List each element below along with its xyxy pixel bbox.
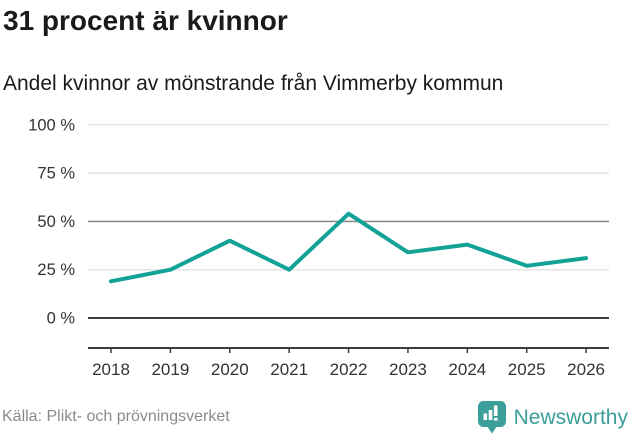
y-tick-label-0: 0 % <box>47 310 76 328</box>
x-tick-label-2023: 2023 <box>389 360 427 379</box>
x-tick-label-2026: 2026 <box>567 360 605 379</box>
x-tick-label-2019: 2019 <box>151 360 189 379</box>
newsworthy-logo: Newsworthy <box>477 400 628 435</box>
newsworthy-bar-chart-icon <box>477 401 506 434</box>
newsworthy-wordmark: Newsworthy <box>513 405 628 429</box>
x-tick-label-2024: 2024 <box>448 360 486 379</box>
source-attribution: Källa: Plikt- och prövningsverket <box>2 408 230 425</box>
chart-subtitle: Andel kvinnor av mönstrande från Vimmerb… <box>3 72 504 95</box>
x-tick-label-2020: 2020 <box>211 360 249 379</box>
chart-title: 31 procent är kvinnor <box>3 5 288 36</box>
x-tick-label-2025: 2025 <box>508 360 546 379</box>
data-series-line <box>109 211 589 284</box>
y-tick-label-100: 100 % <box>28 116 75 134</box>
x-tick-label-2022: 2022 <box>330 360 368 379</box>
y-tick-label-50: 50 % <box>37 213 75 231</box>
line-chart: 0 % 25 % 50 % 75 % 100 % 2018 2019 2020 2021 2022… <box>28 116 609 379</box>
y-tick-label-75: 75 % <box>37 165 75 183</box>
x-tick-label-2018: 2018 <box>92 360 130 379</box>
x-tick-label-2021: 2021 <box>270 360 308 379</box>
y-tick-label-25: 25 % <box>37 261 75 279</box>
bars-and-exclamation <box>483 405 498 421</box>
